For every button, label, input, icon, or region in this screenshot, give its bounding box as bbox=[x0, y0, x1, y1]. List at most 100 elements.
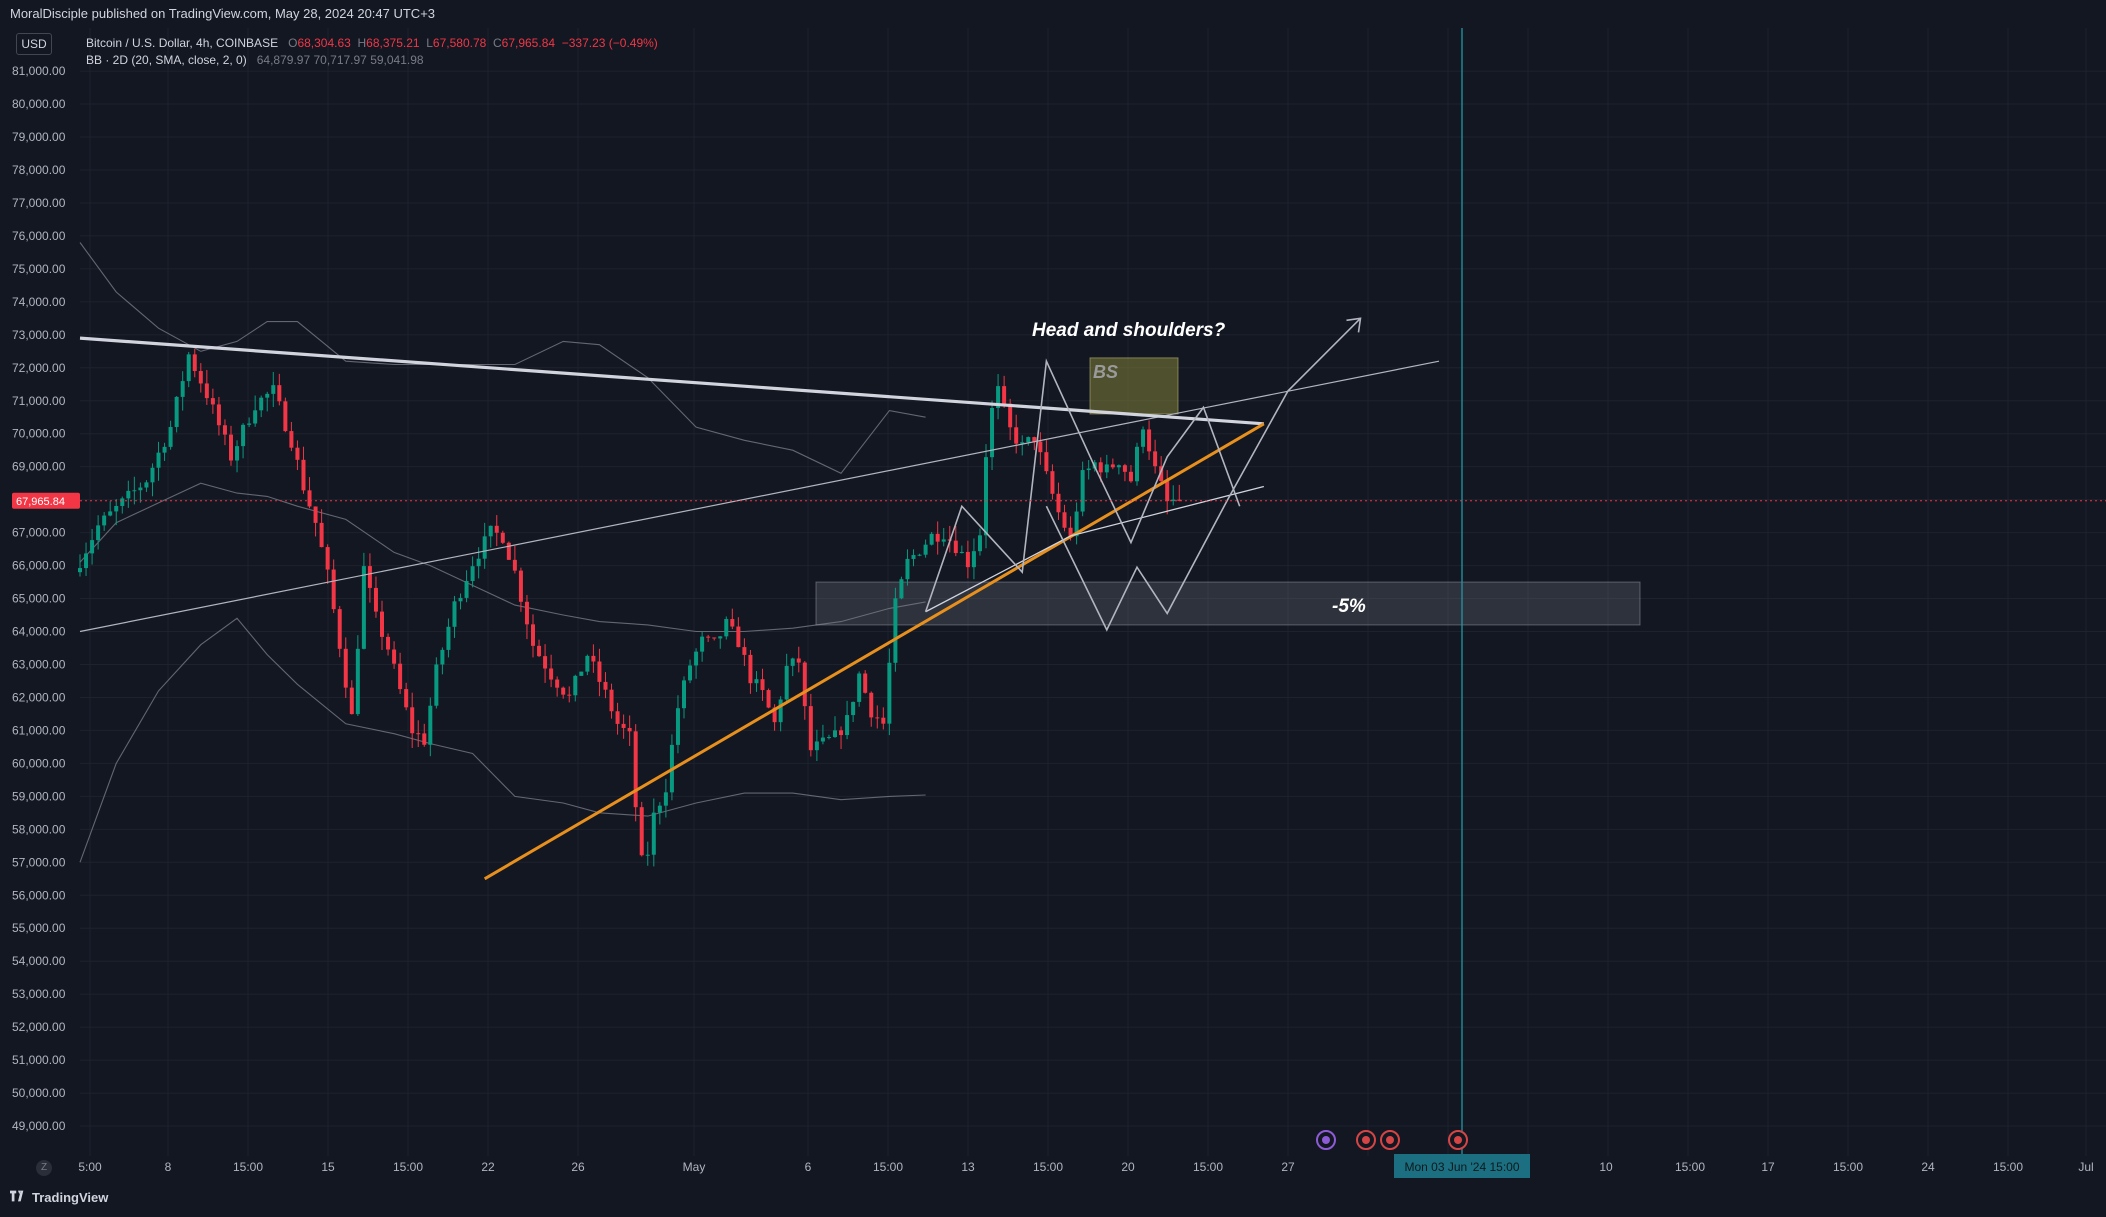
time-marker-label: Mon 03 Jun '24 15:00 bbox=[1404, 1160, 1519, 1174]
forecast-path[interactable] bbox=[1045, 317, 1362, 632]
candle-body bbox=[247, 423, 252, 425]
candle-body bbox=[410, 707, 415, 734]
candle-body bbox=[778, 699, 783, 723]
candle-body bbox=[222, 425, 227, 435]
candle-body bbox=[96, 525, 101, 541]
candle-body bbox=[186, 354, 191, 382]
price-tick-label: 79,000.00 bbox=[12, 130, 66, 144]
candle-body bbox=[210, 398, 215, 405]
candle-body bbox=[198, 370, 203, 384]
candle-body bbox=[700, 636, 705, 652]
candle-body bbox=[923, 544, 928, 555]
candle-body bbox=[398, 663, 403, 690]
wedge-line[interactable] bbox=[1070, 485, 1265, 537]
candle-body bbox=[965, 551, 970, 568]
candle-body bbox=[742, 647, 747, 655]
pattern-label: Head and shoulders? bbox=[1032, 320, 1226, 341]
candle-body bbox=[857, 673, 862, 702]
candle-body bbox=[1026, 437, 1031, 443]
candle-body bbox=[1080, 470, 1085, 512]
candle-body bbox=[313, 506, 318, 523]
candle-body bbox=[102, 515, 107, 526]
price-tick-label: 55,000.00 bbox=[12, 921, 66, 935]
candle-body bbox=[1135, 446, 1139, 482]
low-value: 67,580.78 bbox=[432, 36, 487, 50]
price-tick-label: 53,000.00 bbox=[12, 987, 66, 1001]
price-tick-label: 76,000.00 bbox=[12, 229, 66, 243]
demand-zone[interactable] bbox=[815, 581, 1641, 626]
drawings[interactable] bbox=[79, 336, 1440, 881]
candle-body bbox=[772, 707, 777, 723]
candle-body bbox=[380, 611, 384, 637]
price-tick-label: 58,000.00 bbox=[12, 822, 66, 836]
candle-body bbox=[784, 665, 789, 700]
candle-body bbox=[343, 648, 348, 688]
candle-body bbox=[277, 385, 282, 402]
candle-body bbox=[500, 532, 505, 543]
currency-button[interactable]: USD bbox=[16, 33, 52, 55]
candle-body bbox=[959, 551, 964, 554]
price-chart[interactable]: BS Head and shoulders? -5% 81,000.00 80,0… bbox=[0, 28, 2106, 1180]
time-tick-label: 15:00 bbox=[233, 1160, 263, 1174]
forecast-line[interactable] bbox=[1045, 317, 1362, 632]
support-trendline[interactable] bbox=[483, 422, 1265, 881]
rising-channel-line[interactable] bbox=[79, 360, 1440, 633]
candle-body bbox=[754, 679, 759, 684]
price-tick-label: 77,000.00 bbox=[12, 196, 66, 210]
candle-body bbox=[802, 662, 807, 707]
time-tick-label: 15:00 bbox=[873, 1160, 903, 1174]
time-tick-label: 15 bbox=[321, 1160, 335, 1174]
candle-body bbox=[971, 551, 976, 568]
candle-body bbox=[289, 431, 294, 448]
candle-body bbox=[367, 566, 372, 588]
event-icons[interactable] bbox=[1316, 1130, 1468, 1150]
time-axis[interactable]: 5:00 8 15:00 15 15:00 22 26 May 6 15:00 13 15:00 20 1… bbox=[78, 1154, 2094, 1178]
candle-body bbox=[271, 385, 276, 394]
candle-body bbox=[984, 457, 988, 536]
resistance-trendline[interactable] bbox=[79, 336, 1264, 426]
candle-body bbox=[162, 446, 167, 453]
price-tick-label: 52,000.00 bbox=[12, 1020, 66, 1034]
price-tick-label: 63,000.00 bbox=[12, 657, 66, 671]
candle-body bbox=[259, 397, 264, 411]
candle-body bbox=[1086, 468, 1091, 471]
candle-body bbox=[373, 587, 378, 612]
candle-body bbox=[84, 553, 89, 569]
candle-body bbox=[724, 619, 729, 637]
candle-body bbox=[820, 737, 825, 742]
candle-body bbox=[706, 636, 711, 638]
close-label: C bbox=[492, 36, 502, 50]
us-flag-event-icon-dot bbox=[1386, 1136, 1394, 1144]
price-tick-label: 51,000.00 bbox=[12, 1053, 66, 1067]
candle-body bbox=[518, 570, 523, 602]
head-shoulders-path[interactable] bbox=[924, 358, 1241, 613]
bs-box[interactable]: BS bbox=[1089, 357, 1179, 415]
price-tick-label: 81,000.00 bbox=[12, 64, 66, 78]
candle-body bbox=[790, 658, 795, 666]
candle-body bbox=[893, 598, 898, 663]
candle-body bbox=[1068, 527, 1073, 537]
price-tick-label: 80,000.00 bbox=[12, 97, 66, 111]
candle-body bbox=[1098, 462, 1103, 473]
price-tick-label: 57,000.00 bbox=[12, 855, 66, 869]
candle-body bbox=[1171, 499, 1176, 502]
candle-body bbox=[307, 490, 312, 507]
candle-body bbox=[265, 393, 270, 398]
price-tick-label: 50,000.00 bbox=[12, 1086, 66, 1100]
candle-body bbox=[573, 675, 578, 696]
candle-body bbox=[253, 410, 258, 424]
forecast-arrow-icon bbox=[1346, 317, 1362, 333]
candle-body bbox=[736, 626, 741, 648]
candle-body bbox=[682, 680, 686, 709]
brand-name: TradingView bbox=[32, 1190, 109, 1205]
wedge-line[interactable] bbox=[925, 535, 1071, 613]
price-axis[interactable]: 81,000.00 80,000.00 79,000.00 78,000.00 77,0… bbox=[12, 64, 66, 1133]
drop-label: -5% bbox=[1332, 596, 1366, 617]
time-tick-label: 15:00 bbox=[1833, 1160, 1863, 1174]
candle-body bbox=[537, 645, 542, 657]
chart-area[interactable]: BS Head and shoulders? -5% 81,000.00 80,0… bbox=[0, 28, 2106, 1180]
price-tick-label: 67,000.00 bbox=[12, 526, 66, 540]
zoom-reset-button[interactable]: Z bbox=[36, 1160, 52, 1176]
candle-body bbox=[730, 619, 735, 627]
chart-legend: Bitcoin / U.S. Dollar, 4h, COINBASE O68,… bbox=[86, 35, 658, 69]
